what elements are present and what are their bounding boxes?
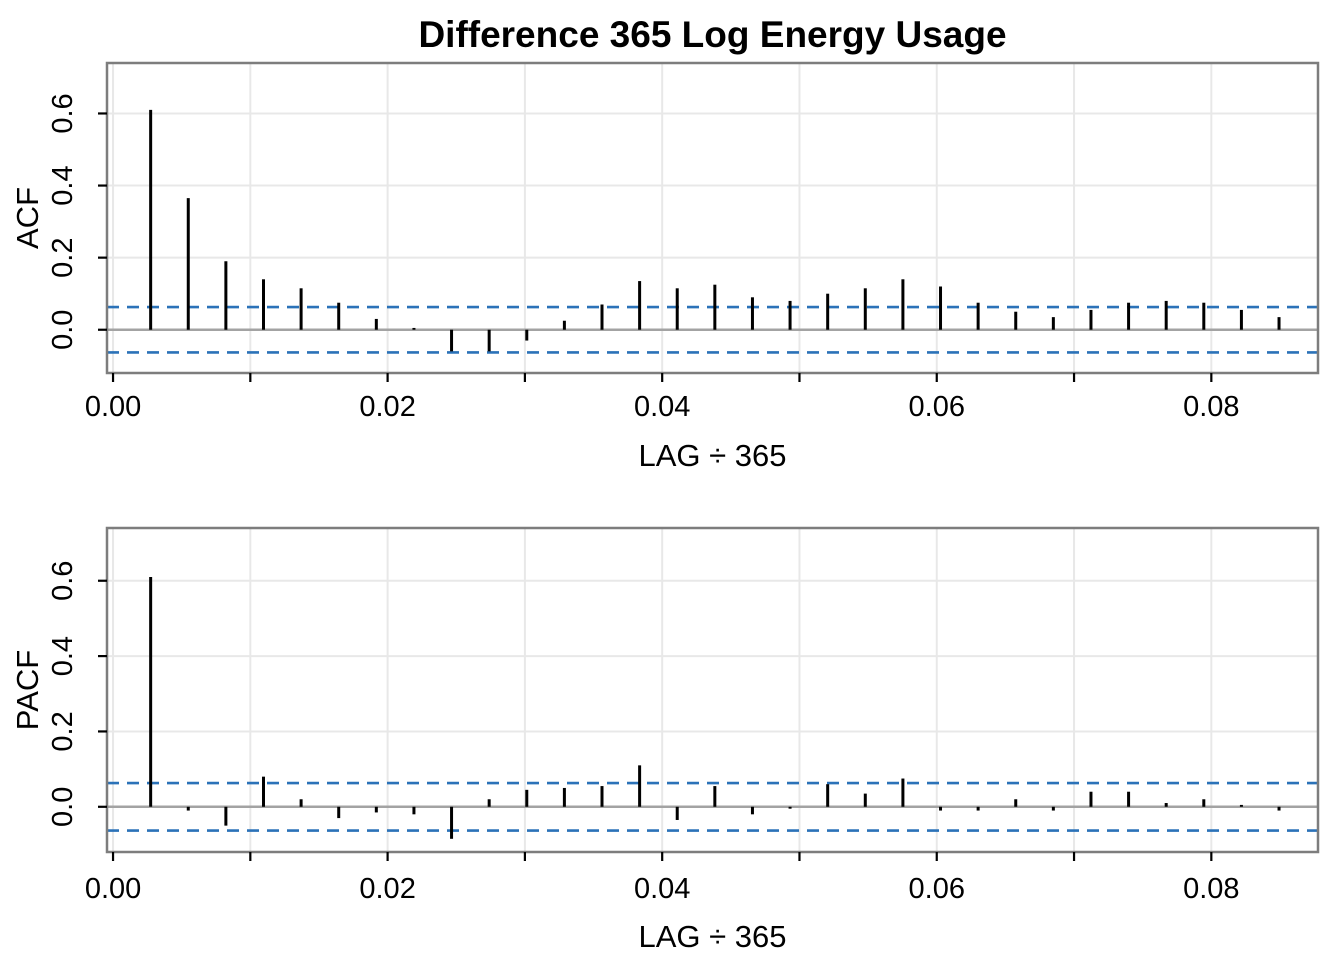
acf-y-tick-label: 0.4: [47, 165, 79, 205]
chart-title: Difference 365 Log Energy Usage: [418, 14, 1007, 55]
pacf-x-axis-label: LAG ÷ 365: [639, 919, 787, 954]
acf-x-tick-label: 0.00: [85, 391, 141, 423]
pacf-x-tick-label: 0.08: [1183, 873, 1239, 905]
acf-y-tick-label: 0.6: [47, 93, 79, 133]
pacf-y-tick-label: 0.2: [47, 711, 79, 751]
acf-panel-border: [105, 61, 1320, 375]
pacf-y-tick-label: 0.6: [47, 561, 79, 601]
acf-x-tick-label: 0.02: [359, 391, 415, 423]
pacf-x-tick-label: 0.02: [359, 873, 415, 905]
pacf-y-tick-label: 0.0: [47, 787, 79, 827]
pacf-y-tick-label: 0.4: [47, 636, 79, 676]
acf-x-tick-label: 0.08: [1183, 391, 1239, 423]
pacf-y-axis-label: PACF: [10, 650, 45, 730]
acf-x-axis-label: LAG ÷ 365: [639, 438, 787, 473]
acf-y-tick-label: 0.2: [47, 237, 79, 277]
pacf-x-tick-label: 0.04: [634, 873, 690, 905]
acf-y-tick-label: 0.0: [47, 310, 79, 350]
acf-x-tick-label: 0.06: [909, 391, 965, 423]
pacf-panel-border: [105, 526, 1320, 854]
acf-y-axis-label: ACF: [10, 187, 45, 249]
pacf-x-tick-label: 0.00: [85, 873, 141, 905]
acf-x-tick-label: 0.04: [634, 391, 690, 423]
pacf-x-tick-label: 0.06: [909, 873, 965, 905]
